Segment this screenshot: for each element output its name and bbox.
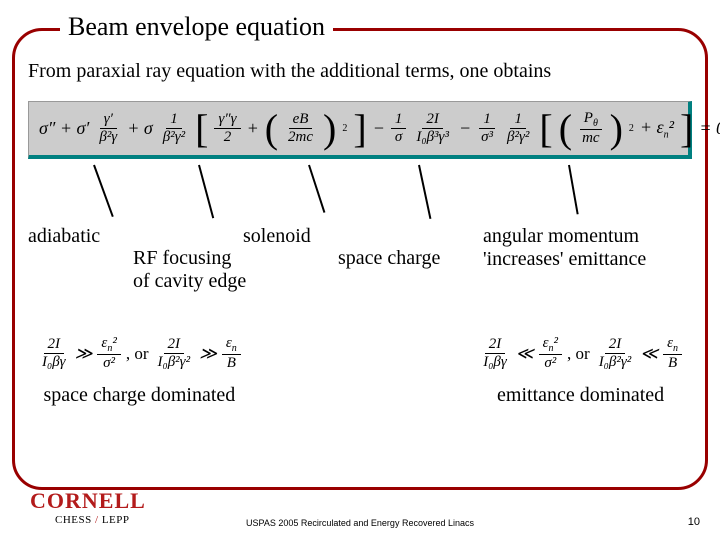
footer-center: USPAS 2005 Recirculated and Energy Recov… <box>246 518 474 528</box>
cond-right-eq: 2II₀βγ ≪ εn²σ² , or 2II₀β²γ² ≪ εnB <box>479 335 682 372</box>
content: From paraxial ray equation with the addi… <box>28 60 692 407</box>
page-number: 10 <box>688 516 700 528</box>
slide-title: Beam envelope equation <box>60 12 333 42</box>
conditions: 2II₀βγ ≫ εn²σ² , or 2II₀β²γ² ≫ εnB space… <box>28 335 692 407</box>
cond-right: 2II₀βγ ≪ εn²σ² , or 2II₀β²γ² ≪ εnB emitt… <box>479 335 682 407</box>
cond-left: 2II₀βγ ≫ εn²σ² , or 2II₀β²γ² ≫ εnB space… <box>38 335 241 407</box>
label-adiabatic: adiabatic <box>28 225 100 248</box>
cond-left-eq: 2II₀βγ ≫ εn²σ² , or 2II₀β²γ² ≫ εnB <box>38 335 241 372</box>
label-space-charge: space charge <box>338 247 440 270</box>
label-solenoid: solenoid <box>243 225 311 248</box>
label-angular: angular momentum 'increases' emittance <box>483 225 646 271</box>
pointer-lines <box>28 165 692 225</box>
logo-main: CORNELL <box>30 488 190 514</box>
cornell-logo: CORNELL CHESS / LEPP <box>30 488 190 526</box>
cond-left-label: space charge dominated <box>38 384 241 407</box>
term-labels: adiabatic solenoid RF focusing of cavity… <box>28 225 692 305</box>
logo-sub: CHESS / LEPP <box>30 514 190 526</box>
label-rf: RF focusing of cavity edge <box>133 247 246 293</box>
cond-right-label: emittance dominated <box>479 384 682 407</box>
footer: CORNELL CHESS / LEPP USPAS 2005 Recircul… <box>0 492 720 532</box>
intro-text: From paraxial ray equation with the addi… <box>28 60 692 83</box>
main-equation-panel: σ″ + σ′ γ′β²γ + σ 1β²γ² [ γ″γ2 + ( eB2mc… <box>28 101 692 159</box>
